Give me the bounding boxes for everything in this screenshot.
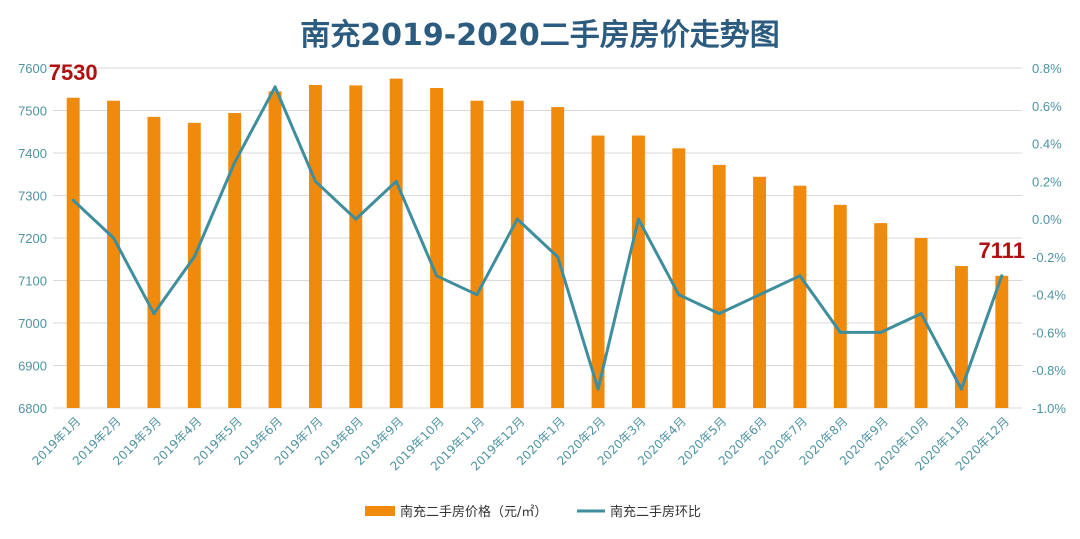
bar	[712, 164, 726, 408]
bar	[954, 266, 968, 408]
bar	[349, 85, 363, 409]
y-right-tick-label: 0.2%	[1032, 174, 1062, 189]
bar	[631, 135, 645, 408]
y-right-tick-label: 0.4%	[1032, 137, 1062, 152]
line-point	[798, 274, 802, 278]
line-point	[475, 293, 479, 297]
bar	[672, 148, 686, 408]
y-right-tick-label: -1.0%	[1032, 401, 1066, 416]
bar	[389, 78, 403, 408]
bar	[430, 87, 444, 408]
y-left-tick-label: 7500	[18, 104, 47, 119]
line-point	[556, 255, 560, 259]
y-right-tick-label: -0.4%	[1032, 288, 1066, 303]
legend-bar-swatch	[365, 506, 395, 516]
y-left-tick-label: 7300	[18, 189, 47, 204]
line-point	[354, 217, 358, 221]
line-point	[233, 160, 237, 164]
bar	[268, 91, 282, 408]
line-point	[313, 179, 317, 183]
bar	[308, 85, 322, 408]
bar	[793, 185, 807, 408]
y-right-tick-label: -0.2%	[1032, 250, 1066, 265]
y-right-tick-label: 0.8%	[1032, 61, 1062, 76]
y-left-tick-label: 7200	[18, 231, 47, 246]
line-point	[152, 312, 156, 316]
line-point	[394, 179, 398, 183]
y-left-tick-label: 7100	[18, 274, 47, 289]
chart-title: 南充2019-2020二手房房价走势图	[300, 18, 780, 53]
y-left-tick-label: 6900	[18, 359, 47, 374]
value-callout: 7111	[979, 238, 1026, 263]
bar	[833, 204, 847, 408]
line-point	[677, 293, 681, 297]
y-right-tick-label: -0.8%	[1032, 363, 1066, 378]
line-point	[717, 312, 721, 316]
line-point	[71, 198, 75, 202]
y-right-tick-label: 0.6%	[1032, 99, 1062, 114]
bar	[914, 238, 928, 408]
bar	[591, 135, 605, 408]
y-left-tick-label: 6800	[18, 401, 47, 416]
bar	[66, 97, 80, 408]
line-point	[192, 255, 196, 259]
line-point	[435, 274, 439, 278]
bar	[147, 116, 161, 408]
line-point	[273, 85, 277, 89]
legend-bar-label: 南充二手房价格（元/㎡）	[400, 504, 547, 520]
y-right-tick-label: -0.6%	[1032, 325, 1066, 340]
line-point	[879, 330, 883, 334]
value-callout: 7530	[49, 60, 98, 85]
line-point	[596, 387, 600, 391]
line-point	[959, 387, 963, 391]
legend-line-label: 南充二手房环比	[610, 504, 701, 520]
bar	[228, 113, 242, 409]
line-point	[838, 330, 842, 334]
bar	[753, 176, 767, 408]
y-right-tick-label: 0.0%	[1032, 212, 1062, 227]
line-point	[636, 217, 640, 221]
bar	[107, 100, 121, 408]
y-left-tick-label: 7400	[18, 146, 47, 161]
y-left-tick-label: 7600	[18, 61, 47, 76]
bar	[510, 100, 524, 408]
line-point	[758, 293, 762, 297]
line-point	[919, 312, 923, 316]
line-series	[72, 85, 1004, 391]
line-point	[515, 217, 519, 221]
bar	[874, 223, 888, 408]
bar	[995, 275, 1009, 408]
bar	[470, 100, 484, 408]
bar	[187, 122, 201, 408]
line-point	[1000, 274, 1004, 278]
y-left-tick-label: 7000	[18, 316, 47, 331]
line-point	[112, 236, 116, 240]
